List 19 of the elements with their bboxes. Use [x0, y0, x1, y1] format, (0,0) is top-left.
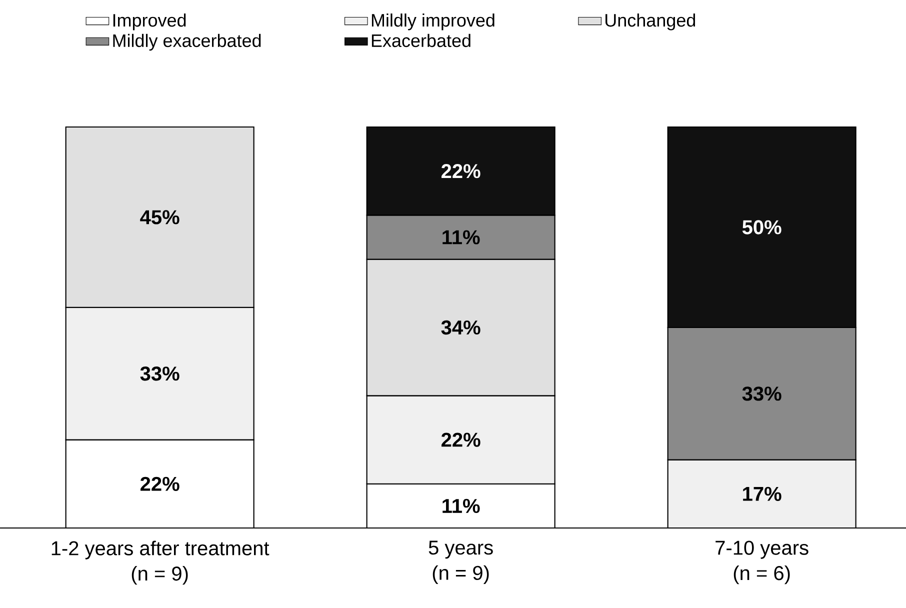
- data-label: 11%: [442, 230, 480, 244]
- data-label: 22%: [140, 476, 180, 491]
- data-label: 11%: [442, 498, 480, 513]
- data-label: 33%: [140, 366, 180, 381]
- data-label: 22%: [442, 164, 480, 178]
- x-tick-label: 7-10 years (n = 6): [716, 540, 808, 584]
- x-tick-label: 5 years (n = 9): [428, 540, 493, 584]
- data-label: 45%: [140, 210, 180, 224]
- legend-label: Improved: [113, 14, 186, 30]
- data-label: 22%: [442, 432, 480, 447]
- data-label: 17%: [743, 486, 782, 501]
- legend-label: Exacerbated: [372, 34, 470, 48]
- data-label: 34%: [441, 320, 480, 335]
- legend-label: Unchanged: [606, 14, 696, 30]
- data-label: 50%: [742, 220, 782, 234]
- x-tick-label: 1-2 years after treatment (n = 9): [52, 540, 270, 585]
- legend-label: Mildly exacerbated: [113, 34, 261, 51]
- legend-label: Mildly improved: [372, 14, 494, 30]
- data-label: 33%: [742, 386, 782, 401]
